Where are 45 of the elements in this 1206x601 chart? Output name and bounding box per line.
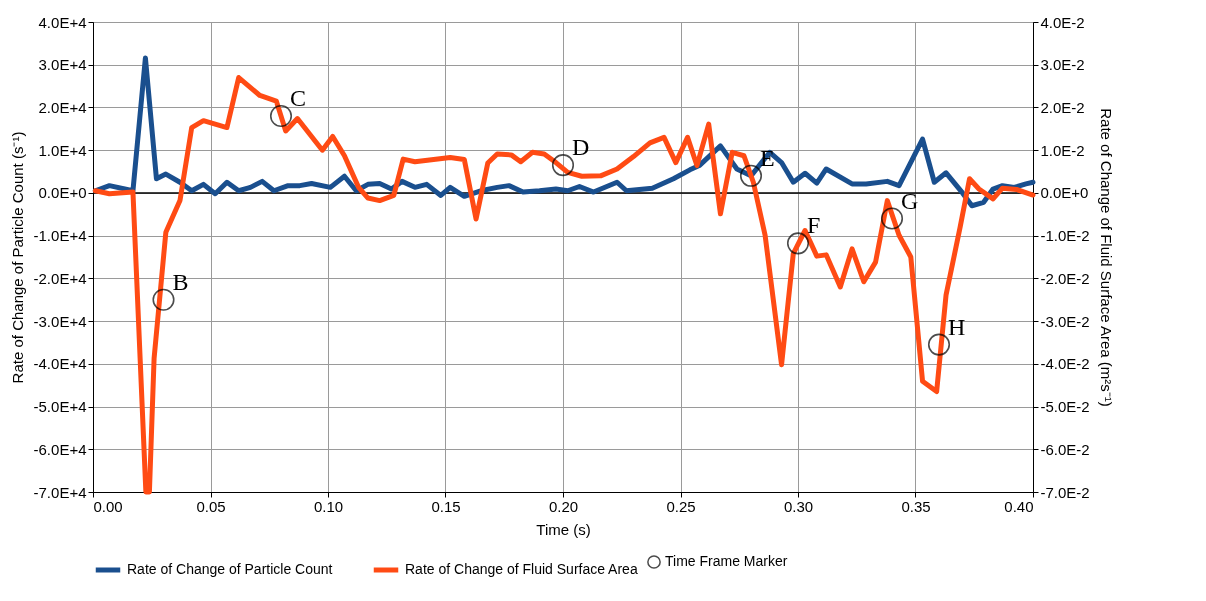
y-axis-title: Rate of Change of Particle Count (s⁻¹) <box>8 131 26 384</box>
data-label: B <box>172 268 189 295</box>
y2-tick-label: -4.0E-2 <box>1040 355 1090 373</box>
x-tick-label: 0.40 <box>1004 497 1034 515</box>
y-tick-label: -3.0E+4 <box>33 312 87 330</box>
data-label: F <box>807 212 821 239</box>
x-tick-label: 0.00 <box>93 497 123 515</box>
x-tick-label: 0.35 <box>901 497 931 515</box>
legend-label: Time Frame Marker <box>665 553 788 569</box>
y-tick-label: 1.0E+4 <box>38 141 87 159</box>
y2-tick-label: -1.0E-2 <box>1040 227 1090 245</box>
y-tick-label: -5.0E+4 <box>33 398 87 416</box>
y-tick-label: 3.0E+4 <box>38 56 87 74</box>
x-tick-label: 0.25 <box>666 497 696 515</box>
y2-tick-label: -6.0E-2 <box>1040 440 1090 458</box>
x-tick-label: 0.10 <box>313 497 344 515</box>
y2-tick-label: 0.0E+0 <box>1040 184 1089 202</box>
y2-tick-label: -5.0E-2 <box>1040 398 1090 416</box>
data-label: H <box>948 313 966 340</box>
y-tick-label: -2.0E+4 <box>33 269 87 287</box>
y2-tick-label: 2.0E-2 <box>1040 98 1085 116</box>
y2-tick-label: 3.0E-2 <box>1040 56 1085 74</box>
y-tick-label: -4.0E+4 <box>33 355 87 373</box>
x-tick-label: 0.05 <box>196 497 226 515</box>
y2-tick-label: -7.0E-2 <box>1040 483 1090 501</box>
data-label: G <box>901 187 919 214</box>
data-label: C <box>290 85 307 111</box>
x-tick-label: 0.30 <box>783 497 814 515</box>
x-axis-title: Time (s) <box>536 520 591 538</box>
y-tick-label: -1.0E+4 <box>33 227 87 245</box>
legend-label: Rate of Change of Particle Count <box>127 561 333 577</box>
y2-tick-label: 4.0E-2 <box>1040 13 1085 31</box>
x-tick-label: 0.20 <box>548 497 579 515</box>
y-tick-label: -7.0E+4 <box>33 483 87 501</box>
x-tick-label: 0.15 <box>431 497 461 515</box>
y-tick-label: -6.0E+4 <box>33 440 87 458</box>
y-tick-label: 4.0E+4 <box>38 13 87 31</box>
y2-tick-label: -2.0E-2 <box>1040 269 1090 287</box>
legend-label: Rate of Change of Fluid Surface Area <box>405 561 638 577</box>
y-tick-label: 0.0E+0 <box>38 184 87 202</box>
y2-axis-title: Rate of Change of Fluid Surface Area (m²s⁻¹) <box>1097 108 1115 407</box>
data-label: D <box>572 134 590 161</box>
y-tick-label: 2.0E+4 <box>38 98 87 116</box>
y2-tick-label: 1.0E-2 <box>1040 141 1085 159</box>
y2-tick-label: -3.0E-2 <box>1040 312 1090 330</box>
